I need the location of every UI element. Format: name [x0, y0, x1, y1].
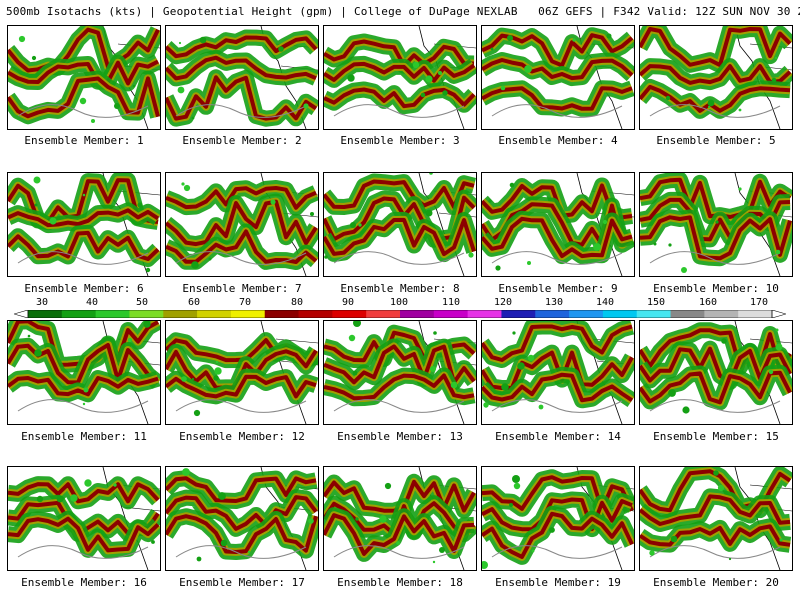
ensemble-member-label: Ensemble Member: 3	[340, 134, 460, 147]
ensemble-map-panel	[7, 466, 161, 571]
ensemble-member-label: Ensemble Member: 10	[653, 282, 779, 295]
ensemble-member-label: Ensemble Member: 18	[337, 576, 463, 589]
ensemble-member-label: Ensemble Member: 9	[498, 282, 618, 295]
legend-tick-label: 80	[290, 297, 304, 308]
legend-tick-label: 170	[749, 297, 769, 308]
legend-swatch	[264, 310, 300, 318]
ensemble-map-panel	[481, 320, 635, 425]
legend-swatch	[602, 310, 638, 318]
legend-swatch	[366, 310, 401, 318]
legend-swatch	[636, 310, 672, 318]
ensemble-map-panel	[481, 25, 635, 130]
ensemble-map-panel	[165, 320, 319, 425]
ensemble-map-panel	[639, 172, 793, 277]
ensemble-member-label: Ensemble Member: 11	[21, 430, 147, 443]
legend-swatch	[95, 310, 130, 318]
ensemble-member-label: Ensemble Member: 1	[24, 134, 144, 147]
legend-swatch	[129, 310, 164, 318]
ensemble-member-label: Ensemble Member: 17	[179, 576, 305, 589]
ensemble-member-label: Ensemble Member: 6	[24, 282, 144, 295]
ensemble-member-label: Ensemble Member: 16	[21, 576, 147, 589]
legend-tick-labels: 30 40 50 60 70 80 90 100 110 120 130 140 150 160 170	[0, 297, 800, 309]
ensemble-member-label: Ensemble Member: 12	[179, 430, 305, 443]
ensemble-map-panel	[481, 172, 635, 277]
ensemble-map-panel	[165, 25, 319, 130]
legend-tick-label: 40	[85, 297, 99, 308]
legend-tick-label: 110	[441, 297, 461, 308]
ensemble-map-panel	[7, 320, 161, 425]
legend-swatch	[467, 310, 502, 318]
ensemble-map-panel	[7, 172, 161, 277]
ensemble-map-panel	[165, 172, 319, 277]
ensemble-member-label: Ensemble Member: 7	[182, 282, 302, 295]
legend-tick-label: 30	[35, 297, 49, 308]
ensemble-member-label: Ensemble Member: 5	[656, 134, 776, 147]
ensemble-map-panel	[639, 25, 793, 130]
ensemble-member-label: Ensemble Member: 2	[182, 134, 302, 147]
ensemble-map-panel	[323, 172, 477, 277]
legend-swatch	[501, 310, 536, 318]
legend-swatch	[704, 310, 739, 318]
ensemble-member-label: Ensemble Member: 20	[653, 576, 779, 589]
isotach-color-legend	[14, 310, 786, 318]
legend-tick-label: 160	[698, 297, 718, 308]
legend-swatch	[738, 310, 773, 318]
legend-swatch	[28, 310, 63, 318]
ensemble-member-label: Ensemble Member: 13	[337, 430, 463, 443]
legend-swatch	[230, 310, 266, 318]
ensemble-map-panel	[7, 25, 161, 130]
legend-tick-label: 90	[341, 297, 355, 308]
legend-swatch	[670, 310, 705, 318]
legend-swatch	[433, 310, 469, 318]
legend-tick-label: 70	[238, 297, 252, 308]
ensemble-member-label: Ensemble Member: 8	[340, 282, 460, 295]
ensemble-map-panel	[481, 466, 635, 571]
ensemble-member-label: Ensemble Member: 4	[498, 134, 618, 147]
legend-swatch	[61, 310, 97, 318]
ensemble-map-panel	[165, 466, 319, 571]
ensemble-member-label: Ensemble Member: 19	[495, 576, 621, 589]
legend-swatch	[197, 310, 232, 318]
legend-tick-label: 100	[389, 297, 409, 308]
legend-swatch	[163, 310, 198, 318]
ensemble-member-label: Ensemble Member: 14	[495, 430, 621, 443]
legend-swatch	[569, 310, 604, 318]
ensemble-map-panel	[323, 320, 477, 425]
legend-swatch	[400, 310, 435, 318]
ensemble-map-panel	[639, 320, 793, 425]
ensemble-map-panel	[639, 466, 793, 571]
legend-swatch	[298, 310, 333, 318]
legend-tick-label: 130	[544, 297, 564, 308]
legend-tick-label: 120	[493, 297, 513, 308]
legend-tick-label: 140	[595, 297, 615, 308]
ensemble-map-panel	[323, 466, 477, 571]
page-title: 500mb Isotachs (kts) | Geopotential Heig…	[6, 5, 800, 18]
legend-swatch	[332, 310, 367, 318]
legend-tick-label: 60	[187, 297, 201, 308]
ensemble-map-panel	[323, 25, 477, 130]
legend-tick-label: 50	[135, 297, 149, 308]
legend-swatch	[535, 310, 570, 318]
legend-tick-label: 150	[646, 297, 666, 308]
ensemble-member-label: Ensemble Member: 15	[653, 430, 779, 443]
